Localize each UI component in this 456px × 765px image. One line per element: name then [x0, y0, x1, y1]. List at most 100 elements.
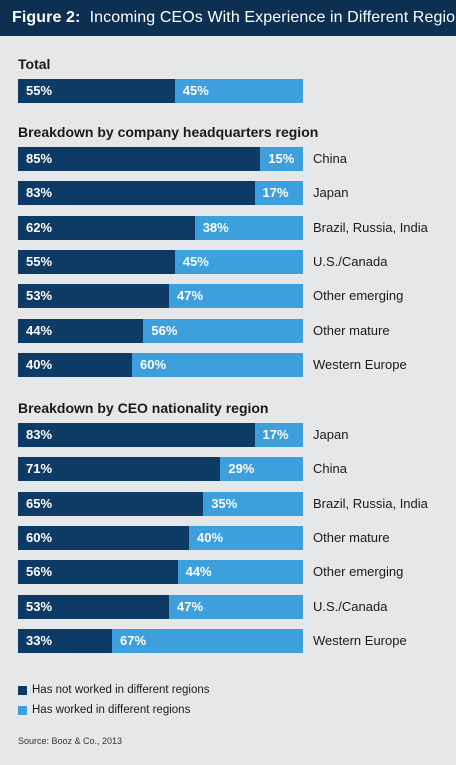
bar-row: 71% 29% China [18, 457, 438, 481]
bar-row: 33% 67% Western Europe [18, 629, 438, 653]
category-label: China [313, 461, 347, 476]
section-title: Breakdown by company headquarters region [18, 124, 319, 140]
bar-segment-worked: 17% [254, 181, 303, 205]
category-label: China [313, 151, 347, 166]
bar-segment-worked: 35% [203, 492, 303, 516]
legend-label: Has worked in different regions [32, 704, 191, 716]
bar-segment-worked: 15% [260, 147, 303, 171]
stacked-bar: 53% 47% [18, 595, 303, 619]
bar-segment-worked: 45% [174, 79, 303, 103]
data-label: 17% [262, 427, 289, 442]
stacked-bar: 33% 67% [18, 629, 303, 653]
data-label: 29% [228, 461, 255, 476]
bar-segment-not-worked: 53% [18, 284, 170, 308]
bar-row: 53% 47% U.S./Canada [18, 595, 438, 619]
data-label: 62% [26, 220, 53, 235]
section-title: Breakdown by CEO nationality region [18, 400, 269, 416]
data-label: 17% [262, 185, 289, 200]
bar-row: 55% 45% [18, 79, 438, 103]
bar-segment-worked: 38% [194, 216, 303, 240]
stacked-bar: 55% 45% [18, 250, 303, 274]
bar-segment-worked: 47% [169, 284, 303, 308]
bar-segment-not-worked: 44% [18, 319, 144, 343]
bar-row: 83% 17% Japan [18, 423, 438, 447]
stacked-bar: 53% 47% [18, 284, 303, 308]
data-label: 60% [26, 530, 53, 545]
legend-label: Has not worked in different regions [32, 684, 210, 696]
category-label: Japan [313, 185, 349, 200]
bar-segment-not-worked: 40% [18, 353, 132, 377]
bar-segment-worked: 40% [189, 526, 303, 550]
stacked-bar: 55% 45% [18, 79, 303, 103]
bar-segment-worked: 60% [132, 353, 303, 377]
data-label: 45% [182, 83, 209, 98]
bar-row: 53% 47% Other emerging [18, 284, 438, 308]
data-label: 56% [151, 323, 178, 338]
bar-segment-not-worked: 65% [18, 492, 204, 516]
figure-label: Figure 2: [12, 9, 81, 26]
category-label: U.S./Canada [313, 599, 388, 614]
category-label: Other mature [313, 323, 390, 338]
bar-row: 83% 17% Japan [18, 181, 438, 205]
bar-segment-not-worked: 33% [18, 629, 113, 653]
bar-segment-worked: 44% [177, 560, 303, 584]
stacked-bar: 65% 35% [18, 492, 303, 516]
category-label: Brazil, Russia, India [313, 220, 428, 235]
bar-segment-not-worked: 85% [18, 147, 261, 171]
data-label: 44% [185, 564, 212, 579]
stacked-bar: 83% 17% [18, 181, 303, 205]
legend-item-worked: Has worked in different regions [18, 700, 210, 720]
data-label: 67% [120, 633, 147, 648]
stacked-bar: 62% 38% [18, 216, 303, 240]
figure-header: Figure 2: Incoming CEOs With Experience … [0, 0, 456, 36]
category-label: Other mature [313, 530, 390, 545]
data-label: 83% [26, 427, 53, 442]
bar-segment-not-worked: 83% [18, 181, 255, 205]
category-label: Western Europe [313, 357, 407, 372]
bar-segment-worked: 29% [220, 457, 303, 481]
bar-row: 62% 38% Brazil, Russia, India [18, 216, 438, 240]
legend: Has not worked in different regions Has … [18, 680, 210, 720]
category-label: Other emerging [313, 564, 404, 579]
bar-row: 55% 45% U.S./Canada [18, 250, 438, 274]
data-label: 55% [26, 254, 53, 269]
category-label: Western Europe [313, 633, 407, 648]
category-label: Brazil, Russia, India [313, 496, 428, 511]
data-label: 44% [26, 323, 53, 338]
bar-segment-not-worked: 55% [18, 250, 175, 274]
bar-segment-not-worked: 55% [18, 79, 175, 103]
bar-segment-worked: 67% [112, 629, 303, 653]
bar-segment-not-worked: 53% [18, 595, 170, 619]
bar-row: 85% 15% China [18, 147, 438, 171]
stacked-bar: 71% 29% [18, 457, 303, 481]
data-label: 83% [26, 185, 53, 200]
legend-item-not-worked: Has not worked in different regions [18, 680, 210, 700]
bar-segment-worked: 47% [169, 595, 303, 619]
figure-title: Figure 2: Incoming CEOs With Experience … [12, 9, 456, 27]
bar-row: 65% 35% Brazil, Russia, India [18, 492, 438, 516]
data-label: 55% [26, 83, 53, 98]
data-label: 71% [26, 461, 53, 476]
bar-segment-not-worked: 71% [18, 457, 221, 481]
data-label: 38% [202, 220, 229, 235]
stacked-bar: 60% 40% [18, 526, 303, 550]
bar-segment-not-worked: 60% [18, 526, 189, 550]
bar-segment-not-worked: 83% [18, 423, 255, 447]
figure-title-text: Incoming CEOs With Experience in Differe… [89, 9, 456, 26]
data-label: 40% [197, 530, 224, 545]
source-note: Source: Booz & Co., 2013 [18, 736, 123, 746]
data-label: 35% [211, 496, 238, 511]
bar-row: 56% 44% Other emerging [18, 560, 438, 584]
category-label: Japan [313, 427, 349, 442]
data-label: 60% [140, 357, 167, 372]
category-label: Other emerging [313, 288, 404, 303]
data-label: 40% [26, 357, 53, 372]
bar-segment-worked: 56% [143, 319, 303, 343]
data-label: 47% [177, 599, 204, 614]
bar-segment-not-worked: 62% [18, 216, 195, 240]
bar-segment-worked: 45% [174, 250, 303, 274]
data-label: 15% [268, 151, 295, 166]
legend-swatch-light [18, 705, 27, 715]
bar-row: 40% 60% Western Europe [18, 353, 438, 377]
data-label: 65% [26, 496, 53, 511]
